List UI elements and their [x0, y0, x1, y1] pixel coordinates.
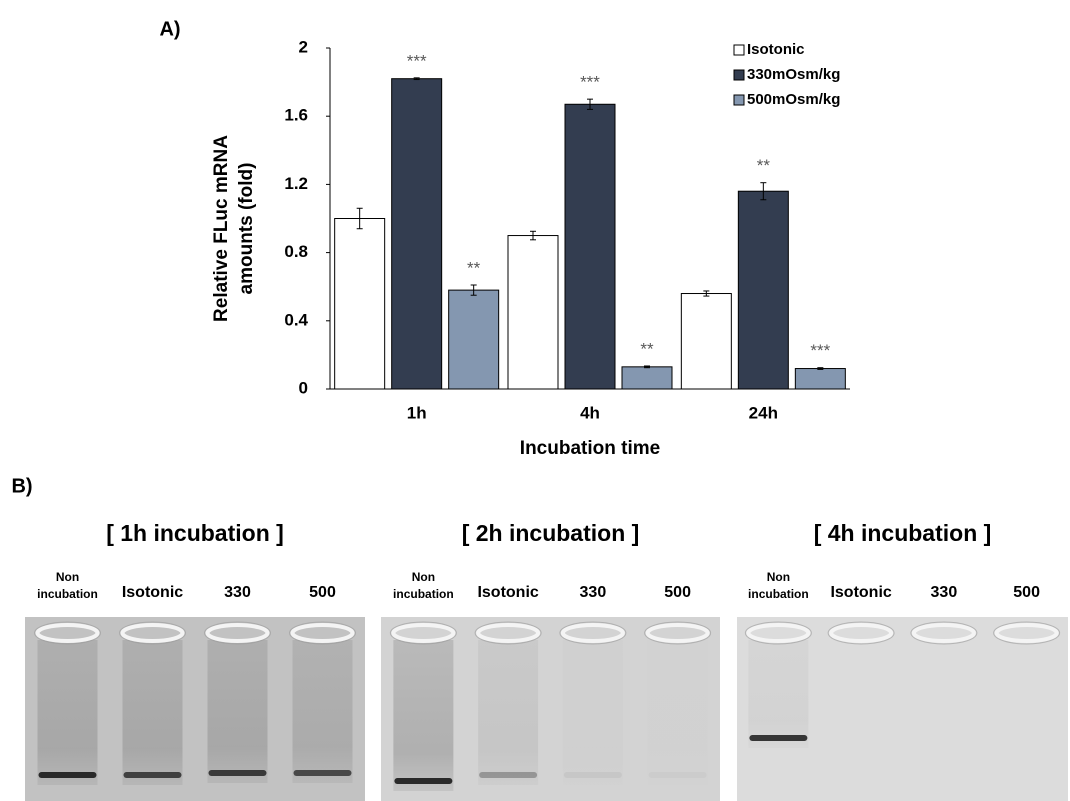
gel-band — [479, 772, 537, 778]
gel-smear — [563, 640, 623, 785]
gel-title: [ 4h incubation ] — [814, 520, 992, 546]
bar — [565, 104, 615, 389]
significance-label: ** — [640, 339, 654, 358]
gel-band — [564, 772, 622, 778]
legend-swatch — [734, 70, 744, 80]
y-tick-label: 2 — [299, 37, 308, 56]
gel-band — [394, 778, 452, 784]
legend-label: 500mOsm/kg — [747, 91, 840, 108]
legend-swatch — [734, 45, 744, 55]
bar — [738, 191, 788, 389]
lane-label: 330 — [224, 584, 251, 601]
lane-label: incubation — [393, 587, 454, 601]
gel-smear — [748, 640, 808, 748]
lane-label: 500 — [1013, 584, 1040, 601]
gel-smear — [478, 640, 538, 785]
panel-label: A) — [159, 18, 180, 40]
significance-label: *** — [580, 73, 600, 92]
gel-smear — [38, 640, 98, 785]
panel-label: B) — [11, 475, 32, 497]
lane-label: 330 — [931, 584, 958, 601]
lane-label: Isotonic — [477, 584, 538, 601]
y-tick-label: 0.4 — [284, 310, 308, 329]
y-tick-label: 1.6 — [284, 106, 308, 125]
gel-title: [ 2h incubation ] — [462, 520, 640, 546]
lane-label: Non — [412, 570, 435, 584]
gel-band — [124, 772, 182, 778]
legend-label: 330mOsm/kg — [747, 66, 840, 83]
bar — [335, 219, 385, 390]
lane-label: Isotonic — [830, 584, 891, 601]
gel-band — [749, 735, 807, 741]
x-tick-label: 24h — [749, 403, 778, 422]
legend-swatch — [734, 95, 744, 105]
gel-smear — [123, 640, 183, 785]
gel-smear — [393, 640, 453, 791]
x-tick-label: 4h — [580, 403, 600, 422]
lane-label: incubation — [748, 587, 809, 601]
y-tick-label: 1.2 — [284, 174, 308, 193]
significance-label: ** — [757, 156, 771, 175]
bar — [508, 236, 558, 389]
gel-smear — [208, 640, 268, 783]
x-axis-label: Incubation time — [520, 438, 660, 459]
lane-label: incubation — [37, 587, 98, 601]
bar — [795, 369, 845, 389]
y-tick-label: 0.8 — [284, 242, 308, 261]
y-axis-label: amounts (fold) — [236, 163, 257, 295]
lane-label: 500 — [309, 584, 336, 601]
x-tick-label: 1h — [407, 403, 427, 422]
significance-label: *** — [810, 341, 830, 360]
lane-label: 500 — [664, 584, 691, 601]
significance-label: ** — [467, 258, 481, 277]
gel-band — [294, 770, 352, 776]
bar — [681, 294, 731, 389]
bar — [449, 290, 499, 389]
bar — [622, 367, 672, 389]
gel-smear — [648, 640, 708, 785]
lane-label: Isotonic — [122, 584, 183, 601]
y-tick-label: 0 — [299, 378, 308, 397]
figure: A) B) 0 0.4 0.8 1.2 1.6 2 Incubation time Relat… — [0, 0, 1070, 801]
gel-band — [649, 772, 707, 778]
gel-band — [39, 772, 97, 778]
gel-title: [ 1h incubation ] — [106, 520, 284, 546]
gel-band — [209, 770, 267, 776]
legend-label: Isotonic — [747, 41, 805, 58]
bar — [392, 79, 442, 389]
lane-label: 330 — [580, 584, 607, 601]
lane-label: Non — [56, 570, 79, 584]
y-axis-label: Relative FLuc mRNA — [211, 135, 232, 322]
lane-label: Non — [767, 570, 790, 584]
significance-label: *** — [407, 51, 427, 70]
gel-smear — [293, 640, 353, 783]
